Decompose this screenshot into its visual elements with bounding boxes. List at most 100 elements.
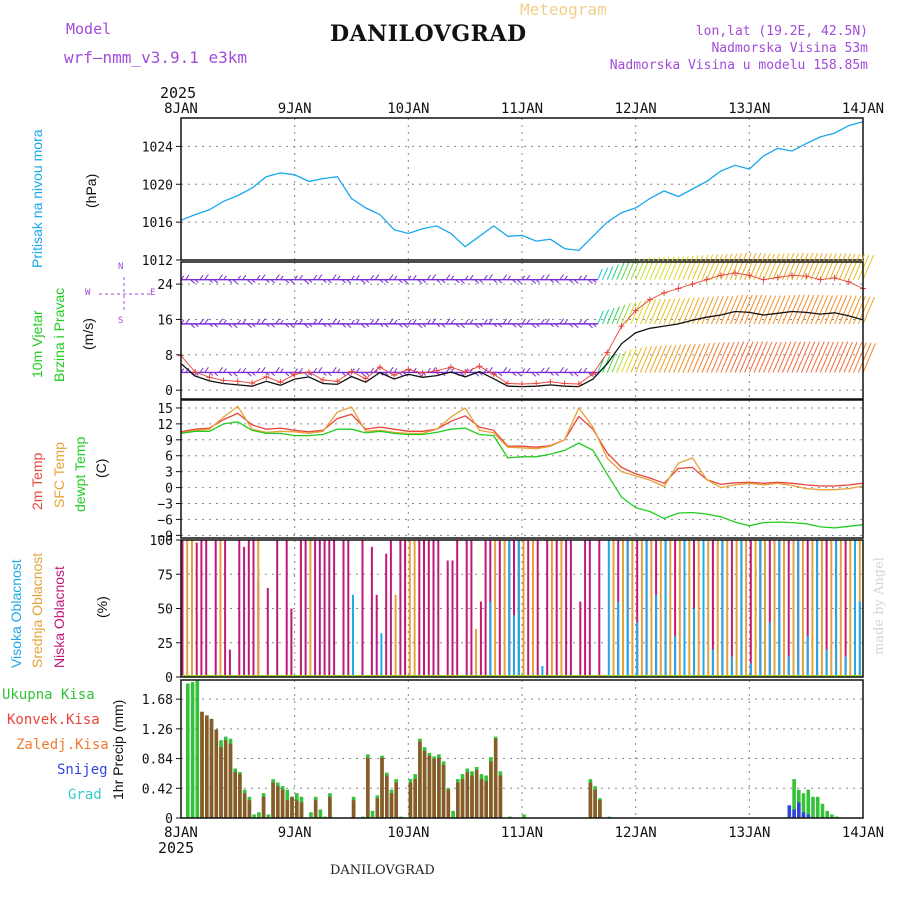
gust-marker	[263, 373, 270, 380]
wind-barb	[819, 341, 834, 373]
wind-barb	[838, 253, 851, 280]
wind-barb	[621, 302, 631, 325]
bar-niska-oblacnost	[451, 560, 454, 677]
wind-barb	[677, 297, 690, 325]
bar-konvek-kisa	[474, 769, 479, 818]
wind-barb	[706, 254, 719, 280]
wind-barb	[710, 342, 725, 373]
bar-ukupna-kisa	[801, 793, 806, 818]
y-tick-label: 1020	[142, 178, 173, 193]
wind-barb	[791, 294, 805, 325]
wind-barb	[734, 294, 749, 325]
bar-niska-oblacnost	[228, 649, 231, 677]
y-tick-label: 15	[157, 402, 173, 417]
y-tick-label: 1024	[142, 140, 173, 155]
bar-niska-oblacnost	[787, 540, 790, 677]
wind-barb	[715, 295, 729, 325]
bar-niska-oblacnost	[498, 540, 501, 677]
bar-ukupna-kisa	[252, 814, 256, 818]
wind-barb	[687, 255, 699, 280]
bar-konvek-kisa	[228, 743, 233, 818]
wind-barb	[545, 367, 550, 373]
wind-barb	[431, 318, 437, 325]
wind-barb	[658, 344, 672, 373]
bar-ukupna-kisa	[825, 810, 829, 818]
bar-niska-oblacnost	[399, 540, 402, 677]
bar-niska-oblacnost	[238, 540, 241, 677]
bar-srednja-oblacnost	[186, 540, 189, 677]
wind-barb	[606, 354, 616, 373]
wind-barb	[682, 343, 696, 373]
x-tick-label-top: 8JAN	[164, 101, 198, 117]
precip-legend-frozen: Zaledj.Kisa	[16, 737, 109, 753]
wind-barb	[701, 296, 715, 325]
bar-srednja-oblacnost	[640, 540, 643, 677]
bar-niska-oblacnost	[375, 594, 378, 677]
bar-konvek-kisa	[295, 800, 299, 818]
wind-barb	[777, 295, 791, 325]
bar-niska-oblacnost	[370, 546, 373, 677]
panel-wind: 0 8 16 24	[157, 252, 876, 400]
wind-barb	[658, 298, 671, 325]
wind-barb	[275, 367, 280, 373]
wind-barb	[829, 253, 842, 280]
bar-visoka-oblacnost	[835, 540, 838, 677]
bar-konvek-kisa	[276, 786, 280, 818]
wind-barb	[696, 254, 709, 280]
wind-barb	[720, 341, 735, 373]
wind-barb	[488, 274, 493, 280]
wind-barb	[834, 341, 849, 373]
bar-srednja-oblacnost	[735, 540, 738, 677]
wind-barb	[616, 262, 625, 280]
bar-niska-oblacnost	[465, 540, 468, 677]
x-tick-label-top: 12JAN	[615, 101, 657, 117]
gust-marker	[561, 380, 568, 387]
wind-barb	[625, 302, 636, 325]
y-tick-label: 75	[157, 568, 173, 583]
bar-visoka-oblacnost	[541, 666, 544, 677]
wind-barb	[597, 310, 604, 325]
year-bottom: 2025	[158, 839, 195, 857]
gust-marker	[405, 366, 412, 373]
bar-srednja-oblacnost	[622, 540, 624, 677]
wind-barb	[583, 319, 588, 325]
wind-barb	[810, 295, 824, 325]
bar-niska-oblacnost	[569, 540, 572, 677]
gust-marker	[519, 380, 525, 387]
wind-barb	[469, 319, 474, 325]
y-tick-label: 8	[165, 349, 173, 364]
bar-niska-oblacnost	[437, 540, 440, 677]
bar-snijeg	[792, 809, 796, 818]
bar-ukupna-kisa	[190, 682, 195, 818]
gust-marker	[618, 323, 625, 330]
bar-konvek-kisa	[484, 781, 488, 818]
wind-barb	[218, 318, 224, 325]
wind-barb	[625, 348, 637, 373]
bar-konvek-kisa	[418, 741, 422, 818]
wind-barb	[185, 274, 190, 280]
bar-ukupna-kisa	[815, 796, 820, 818]
bar-visoka-oblacnost	[787, 656, 790, 677]
wind-barb	[649, 298, 661, 325]
wind-barb	[559, 318, 565, 325]
wind-barb	[597, 268, 603, 280]
bar-niska-oblacnost	[446, 560, 449, 677]
bar-srednja-oblacnost	[494, 540, 497, 677]
bar-niska-oblacnost	[749, 540, 752, 677]
gust-marker	[490, 371, 497, 378]
wind-barb	[729, 253, 743, 280]
wind-barb	[369, 274, 375, 280]
gust-marker	[320, 376, 327, 383]
wind-barb	[729, 341, 745, 373]
gust-marker	[220, 377, 227, 384]
bar-konvek-kisa	[432, 758, 436, 818]
gust-marker	[391, 372, 398, 379]
bar-srednja-oblacnost	[650, 540, 653, 677]
bar-konvek-kisa	[219, 747, 223, 818]
wind-barb	[758, 253, 771, 280]
wind-barb	[810, 341, 825, 373]
wind-barb	[545, 274, 550, 280]
bar-konvek-kisa	[242, 793, 247, 818]
y-tick-label: 0.42	[142, 782, 173, 797]
wind-barb	[772, 295, 786, 325]
